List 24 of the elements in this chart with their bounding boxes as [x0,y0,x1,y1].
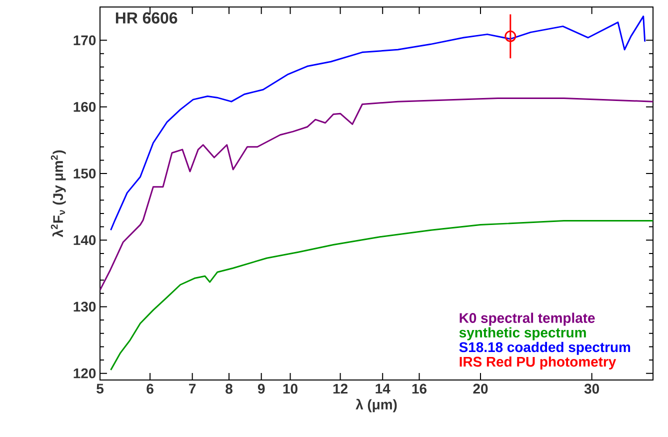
x-tick-label: 30 [584,384,599,394]
x-tick-label: 6 [146,384,154,394]
x-tick-label: 16 [412,384,427,394]
y-tick-label: 120 [74,368,96,378]
x-tick-label: 9 [258,384,265,394]
x-tick-label: 14 [376,384,390,394]
y-tick-label: 150 [74,168,96,178]
y-tick-label: 160 [74,102,96,112]
chart-title: HR 6606 [116,12,178,24]
x-tick-label: 12 [333,384,348,394]
x-tick-label: 10 [283,384,298,394]
text: S18.18 coadded spectrum [459,342,630,355]
y-axis-title: λ$^{2}$F$_{ν}$ (Jy μm$^{2}$) [50,150,66,238]
text: synthetic spectrum [459,327,586,340]
y-tick-label: 170 [74,35,96,46]
y-tick-label: 130 [74,302,96,312]
text: K0 spectral template [460,312,595,326]
text: IRS Red PU photometry [460,356,616,370]
x-tick-label: 8 [226,384,232,394]
x-axis-title: λ (μm) [356,398,397,412]
x-tick-label: 7 [189,384,196,394]
x-tick-label: 20 [473,384,488,394]
y-tick-label: 140 [74,235,96,246]
x-tick-label: 5 [96,384,104,394]
